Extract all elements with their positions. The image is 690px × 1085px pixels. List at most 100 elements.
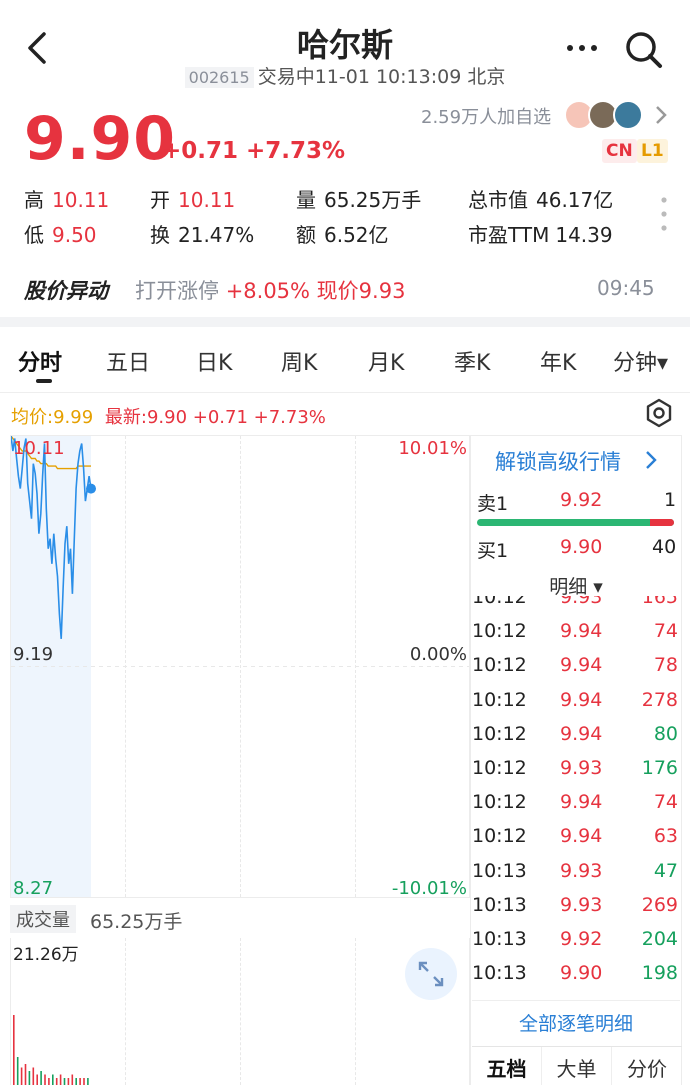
volume-bar [36, 1074, 38, 1085]
tick-time: 10:12 [472, 757, 527, 779]
tick-volume: 269 [641, 893, 678, 916]
tab-yearly-k[interactable]: 年K [540, 351, 577, 376]
stat-low: 低 9.50 [24, 223, 97, 247]
volume-bar [52, 1074, 54, 1085]
ask1-price: 9.92 [560, 489, 603, 511]
tab-five-levels[interactable]: 五档 [472, 1047, 542, 1085]
volume-bar [28, 1071, 31, 1085]
tick-row: 10:13 9.90 198 [472, 962, 680, 996]
volume-bar [48, 1078, 50, 1085]
tick-volume: 47 [653, 859, 678, 882]
tick-price: 9.94 [560, 654, 603, 677]
search-icon[interactable] [624, 30, 664, 70]
volume-bar [32, 1067, 35, 1085]
tab-intraday[interactable]: 分时 [18, 351, 63, 376]
back-arrow-icon[interactable] [22, 28, 56, 68]
price-line [11, 436, 92, 639]
tick-list[interactable]: 10:12 9.93 165 10:12 9.94 74 10:12 9.94 78 10:12 9… [472, 596, 680, 996]
tab-quarterly-k[interactable]: 季K [454, 351, 491, 376]
tick-time: 10:12 [472, 825, 527, 848]
tick-time: 10:13 [472, 928, 527, 950]
tab-weekly-k[interactable]: 周K [281, 351, 318, 376]
bid1-price: 9.90 [560, 536, 603, 558]
tab-daily-k[interactable]: 日K [196, 351, 233, 376]
bid1-label: 买1 [477, 540, 509, 562]
tick-time: 10:12 [472, 620, 527, 643]
tick-volume: 74 [653, 620, 678, 643]
volume-bar [44, 1074, 46, 1085]
axis-top-right: 10.01% [398, 438, 467, 459]
volume-bar [40, 1071, 42, 1085]
tick-row: 10:13 9.93 47 [472, 860, 680, 894]
tick-price: 9.94 [560, 791, 603, 814]
price-line-chart [11, 436, 469, 897]
latest-price-dot [86, 483, 96, 494]
more-icon[interactable] [565, 38, 599, 58]
stat-market-cap: 总市值 46.17亿 [468, 188, 614, 212]
tick-volume: 204 [641, 928, 678, 950]
volume-bar [20, 1067, 23, 1085]
volume-tag[interactable]: 成交量 [10, 905, 76, 933]
axis-bottom-left: 8.27 [13, 878, 54, 899]
volume-bar [71, 1074, 74, 1085]
tick-row: 10:12 9.93 176 [472, 757, 680, 791]
tab-price-distribution[interactable]: 分价 [627, 1057, 667, 1081]
divider [0, 317, 690, 327]
tick-price: 9.94 [560, 722, 603, 745]
level1-badge[interactable]: L1 [637, 139, 668, 163]
stock-name: 哈尔斯 [296, 26, 393, 64]
volume-bar [63, 1078, 66, 1085]
tab-monthly-k[interactable]: 月K [368, 351, 405, 376]
tick-time: 10:13 [472, 893, 527, 916]
chevron-right-icon[interactable] [654, 104, 668, 126]
volume-bars [13, 1015, 89, 1085]
volume-bar [55, 1078, 58, 1085]
tick-price: 9.93 [560, 757, 603, 779]
avg-price-legend: 均价:9.99 [11, 407, 94, 428]
tick-row: 10:12 9.94 74 [472, 791, 680, 825]
tab-indicator [36, 379, 52, 383]
watchers-count[interactable]: 2.59万人加自选 [421, 107, 552, 128]
chart-tabs: 分时 五日 日K 周K 月K 季K 年K 分钟▾ [0, 327, 690, 393]
alert-text[interactable]: 打开涨停 +8.05% 现价9.93 [135, 279, 406, 303]
more-stats-icon[interactable] [660, 196, 668, 232]
chevron-right-icon[interactable] [645, 450, 657, 470]
settings-icon[interactable] [644, 398, 674, 428]
detail-dropdown[interactable]: 明细 ▾ [549, 576, 603, 598]
axis-bottom-right: -10.01% [391, 878, 467, 899]
tick-volume: 74 [653, 791, 678, 814]
tab-five-day[interactable]: 五日 [106, 351, 151, 376]
latest-price-legend: 最新:9.90 +0.71 +7.73% [104, 407, 326, 428]
tab-big-orders[interactable]: 大单 [542, 1047, 612, 1085]
tick-price: 9.94 [560, 620, 603, 643]
tick-volume: 278 [641, 688, 678, 711]
tick-volume: 80 [653, 722, 678, 745]
tab-minute[interactable]: 分钟▾ [613, 351, 669, 376]
volume-bar [13, 1015, 15, 1085]
tick-row: 10:13 9.93 269 [472, 894, 680, 928]
tick-volume: 198 [641, 962, 678, 985]
tick-row: 10:12 9.94 278 [472, 689, 680, 723]
market-cn-badge: CN [602, 139, 637, 163]
tick-row: 10:13 9.92 204 [472, 928, 680, 962]
all-ticks-link[interactable]: 全部逐笔明细 [472, 1000, 680, 1046]
expand-icon[interactable] [405, 948, 457, 1000]
tick-row: 10:12 9.94 74 [472, 620, 680, 654]
trading-status: 002615 交易中11-01 10:13:09 北京 [0, 62, 690, 89]
tick-row: 10:12 9.94 63 [472, 825, 680, 859]
alert-label: 股价异动 [24, 279, 108, 303]
tick-time: 10:12 [472, 722, 527, 745]
order-book-tabs: 五档 大单 分价 [472, 1046, 682, 1085]
stat-amount: 额 6.52亿 [296, 223, 389, 247]
volume-bar [67, 1078, 70, 1085]
volume-bar [16, 1057, 19, 1085]
intraday-chart[interactable]: 10.11 10.01% 9.19 0.00% 8.27 -10.01% [10, 435, 470, 899]
unlock-advanced-quote-link[interactable]: 解锁高级行情 [495, 450, 621, 474]
avatar [613, 100, 643, 130]
volume-bar [59, 1074, 62, 1085]
tick-price: 9.93 [560, 893, 603, 916]
tick-volume: 78 [653, 654, 678, 677]
stat-open: 开 10.11 [150, 188, 236, 212]
volume-value: 65.25万手 [90, 911, 183, 933]
volume-chart [10, 938, 470, 1085]
